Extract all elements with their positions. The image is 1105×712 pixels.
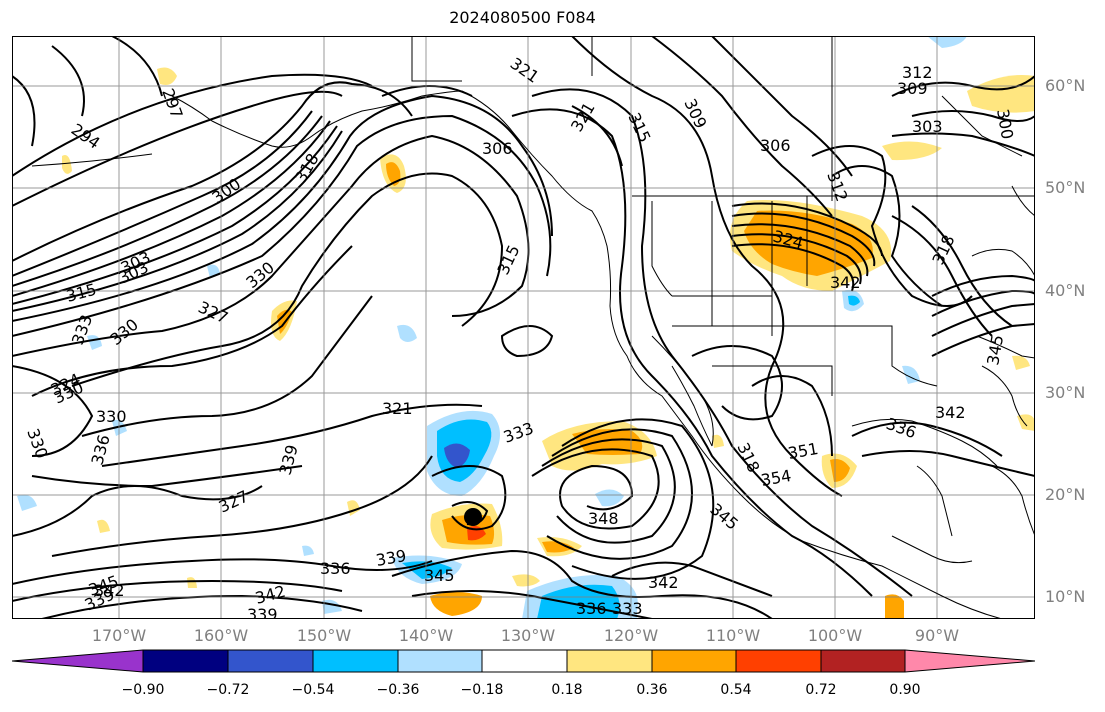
- colorbar-segment: [652, 650, 736, 672]
- lat-label: 20°N: [1045, 485, 1086, 504]
- colorbar-segment: [398, 650, 482, 672]
- colorbar-tick: −0.54: [291, 682, 335, 698]
- lon-label: 150°W: [296, 626, 352, 645]
- colorbar-tick: −0.90: [121, 682, 165, 698]
- colorbar-outline: [12, 649, 1035, 673]
- lon-label: 160°W: [193, 626, 249, 645]
- lon-label: 90°W: [914, 626, 960, 645]
- lat-label: 30°N: [1045, 383, 1086, 402]
- contour-label: 306: [482, 139, 513, 158]
- tropical-cyclone-center-marker: [464, 508, 482, 526]
- map-title: 2024080500 F084: [449, 8, 596, 27]
- lon-label: 140°W: [398, 626, 454, 645]
- colorbar-tick: 0.54: [720, 682, 752, 698]
- colorbar-segment: [821, 650, 905, 672]
- weather-map: 321 312 309 300 297 294 300 318 321 315 …: [12, 36, 1035, 619]
- lon-label: 130°W: [500, 626, 556, 645]
- colorbar-tick: −0.72: [206, 682, 250, 698]
- contour-label: 342: [94, 581, 125, 600]
- colorbar-tick: 0.18: [551, 682, 583, 698]
- lat-label: 10°N: [1045, 587, 1086, 606]
- lon-label: 100°W: [807, 626, 863, 645]
- lat-label: 40°N: [1045, 281, 1086, 300]
- lat-label: 60°N: [1045, 76, 1086, 95]
- contour-label: 303: [912, 117, 943, 136]
- contour-label: 345: [424, 566, 455, 585]
- lon-label: 110°W: [705, 626, 761, 645]
- colorbar-segment: [143, 650, 228, 672]
- contour-label: 342: [935, 403, 966, 422]
- contour-label: 333: [612, 599, 643, 618]
- colorbar-segment: [313, 650, 398, 672]
- contour-label: 312: [902, 63, 933, 82]
- coastlines: [31, 36, 1035, 619]
- contour-label: 336: [576, 599, 607, 618]
- colorbar-segment: [228, 650, 313, 672]
- colorbar-segment: [736, 650, 821, 672]
- colorbar-tick: 0.72: [805, 682, 837, 698]
- contour-label: 348: [588, 509, 619, 528]
- contour-label: 339: [247, 605, 278, 619]
- colorbar-tick: 0.90: [889, 682, 921, 698]
- colorbar-tick: −0.18: [460, 682, 504, 698]
- contour-label: 330: [96, 407, 127, 426]
- map-frame: [12, 36, 1035, 619]
- lat-label: 50°N: [1045, 178, 1086, 197]
- colorbar-segment: [905, 650, 1035, 672]
- colorbar-dividers: [142, 650, 906, 672]
- lon-label: 120°W: [603, 626, 659, 645]
- anomaly-shading: [17, 36, 1035, 619]
- contour-label: 342: [830, 273, 861, 292]
- colorbar-tick: −0.36: [376, 682, 420, 698]
- contour-label: 342: [648, 573, 679, 592]
- colorbar-segment: [12, 650, 143, 672]
- lon-label: 170°W: [91, 626, 147, 645]
- contour-label: 336: [320, 559, 351, 578]
- contour-label: 309: [897, 79, 928, 98]
- colorbar-segment: [482, 650, 567, 672]
- contour-label: 321: [382, 399, 413, 418]
- contour-label: 306: [760, 136, 791, 155]
- graticule: [12, 36, 1035, 619]
- colorbar: [12, 649, 1035, 673]
- colorbar-segment: [567, 650, 652, 672]
- colorbar-tick: 0.36: [636, 682, 668, 698]
